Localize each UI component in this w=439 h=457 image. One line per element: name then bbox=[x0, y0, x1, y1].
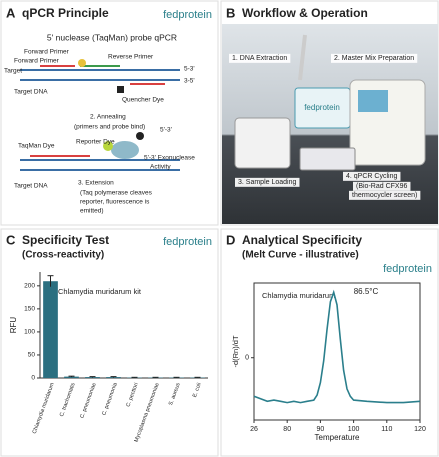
bar bbox=[64, 376, 79, 378]
diagram-label: 5'-3' Exonuclease bbox=[144, 155, 195, 162]
x-tick-label: 100 bbox=[348, 426, 360, 433]
panel-title: qPCR Principle bbox=[22, 6, 109, 20]
y-tick-label: 0 bbox=[31, 375, 35, 382]
x-tick-label: 90 bbox=[317, 426, 325, 433]
panel-a bbox=[0, 0, 219, 226]
label-box bbox=[331, 53, 418, 63]
logo: fedprotein bbox=[163, 9, 212, 21]
diagram-label: TaqMan Dye bbox=[18, 143, 55, 150]
diagram-label: 2. Annealing bbox=[90, 114, 126, 121]
diagram-label: Forward Primer bbox=[24, 49, 70, 56]
logo: fedprotein bbox=[383, 263, 432, 275]
panel-c bbox=[0, 228, 219, 457]
melt-curve bbox=[253, 289, 421, 404]
step-label: 3. Sample Loading bbox=[238, 179, 296, 186]
step-label: (Bio-Rad CFX96 bbox=[356, 183, 407, 190]
diagram-label: 3-5' bbox=[184, 78, 195, 85]
chart-title: Specificity Test bbox=[22, 233, 109, 247]
step-label: 1. DNA Extraction bbox=[232, 55, 287, 62]
dna-diagram bbox=[20, 59, 180, 171]
label-box bbox=[229, 53, 291, 63]
y-axis-label: RFU bbox=[9, 317, 18, 334]
step-label: thermocycler screen) bbox=[352, 192, 417, 199]
y-tick-label: 50 bbox=[28, 352, 36, 359]
bar bbox=[43, 281, 58, 378]
diagram-label: 5-3' bbox=[184, 66, 195, 73]
label-box bbox=[235, 177, 300, 187]
diagram-label: Activity bbox=[150, 164, 171, 171]
label-box bbox=[353, 181, 411, 191]
diagram-label: Reporter Dye bbox=[76, 139, 115, 146]
y-tick-label: 200 bbox=[24, 283, 35, 290]
diagram-label: reporter, fluorescence is bbox=[80, 199, 150, 206]
annotation: Chlamydia muridarum kit bbox=[58, 287, 142, 296]
annotation: Chlamydia muridarum bbox=[262, 291, 335, 300]
y-axis-label: -d(Rn)/dT bbox=[231, 335, 240, 368]
box-logo: fedprotein bbox=[304, 103, 340, 112]
x-axis-label: Temperature bbox=[315, 433, 360, 442]
y-tick-label: 150 bbox=[24, 306, 35, 313]
diagram-label: Forward Primer bbox=[14, 58, 60, 65]
diagram-label: emitted) bbox=[80, 208, 103, 215]
label-box bbox=[349, 190, 421, 200]
diagram-label: 3. Extension bbox=[78, 180, 114, 187]
step-label: 4. qPCR Cycling bbox=[346, 173, 397, 180]
x-tick-label: 80 bbox=[283, 426, 291, 433]
heading: 5' nuclease (TaqMan) probe qPCR bbox=[47, 32, 177, 42]
label-box bbox=[343, 171, 401, 181]
x-tick-label: 120 bbox=[414, 426, 426, 433]
chart-subtitle: (Cross-reactivity) bbox=[22, 250, 104, 261]
x-tick-label: 110 bbox=[381, 426, 392, 433]
x-tick-label: E. coli bbox=[192, 382, 203, 398]
panel-letter: B bbox=[226, 5, 235, 20]
diagram-label: (Taq polymerase cleaves bbox=[80, 190, 153, 197]
diagram-label: Quencher Dye bbox=[122, 97, 164, 104]
y-tick-label: 0 bbox=[245, 355, 249, 362]
diagram-label: (primers and probe bind) bbox=[74, 124, 145, 131]
diagram-label: 5'-3' bbox=[160, 127, 172, 134]
panel-letter: D bbox=[226, 232, 235, 247]
peak-label: 86.5°C bbox=[354, 287, 379, 296]
diagram-label: Reverse Primer bbox=[108, 54, 154, 61]
logo: fedprotein bbox=[163, 236, 212, 248]
x-tick-label: 26 bbox=[250, 426, 258, 433]
chart-title: Analytical Specificity bbox=[242, 233, 362, 247]
diagram-label: Target bbox=[4, 68, 22, 75]
plot-frame bbox=[253, 282, 421, 421]
panel-title: Workflow & Operation bbox=[242, 6, 368, 20]
panel-letter: A bbox=[6, 5, 16, 20]
panel-d bbox=[220, 228, 439, 457]
diagram-label: Target DNA bbox=[14, 183, 48, 190]
y-tick-label: 100 bbox=[24, 329, 35, 336]
panel-letter: C bbox=[6, 232, 16, 247]
chart-subtitle: (Melt Curve - illustrative) bbox=[242, 250, 359, 261]
diagram-label: Target DNA bbox=[14, 89, 48, 96]
step-label: 2. Master Mix Preparation bbox=[334, 55, 414, 62]
